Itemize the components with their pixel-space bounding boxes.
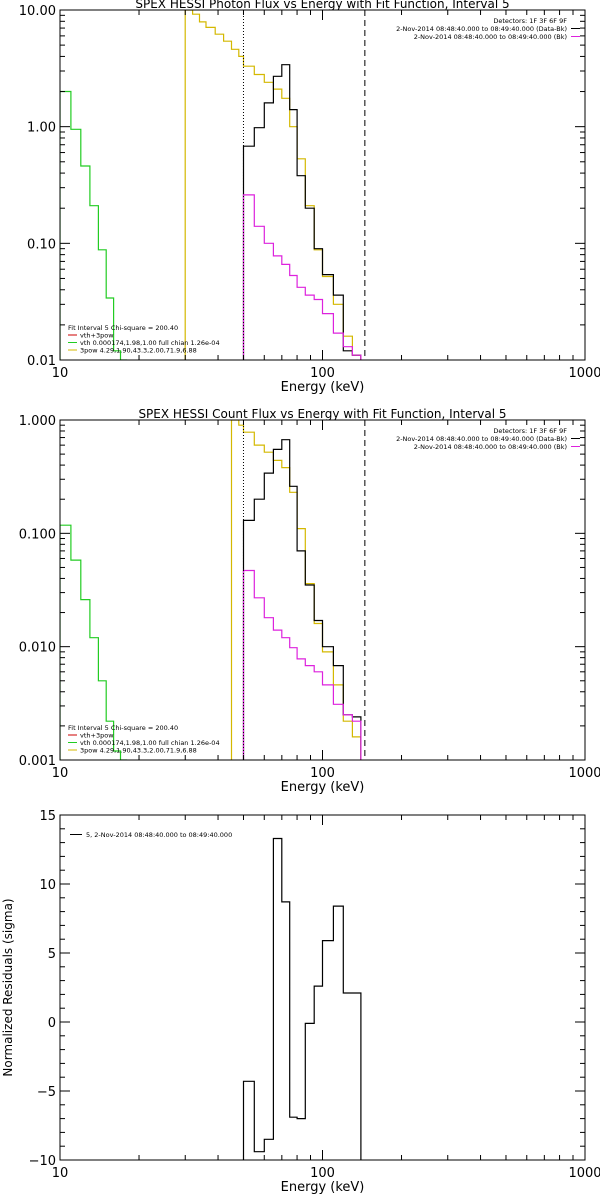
series-5-2-nov-2014-08-48-40-000-to-08-49-40-000 [242,837,362,1160]
x-tick-label: 1000 [568,766,600,781]
residuals-panel: 10 100 1000 −10 −5 0 5 10 15 Energy (keV) Normaliz… [1,809,600,1195]
legend-top-right-text: Detectors: 1F 3F 6F 9F [493,427,567,435]
legend-top-left-text: 5, 2-Nov-2014 08:48:40.000 to 08:49:40.0… [86,831,232,839]
y-tick-label: 15 [39,809,56,824]
legend-bottom-left-text: vth+3pow [80,332,114,340]
legend-top-right-text: 2-Nov-2014 08:48:40.000 to 08:49:40.000 … [414,33,567,41]
plot-frame [59,814,586,1161]
y-tick-label: 0.10 [27,237,56,252]
y-tick-label: 0.010 [19,641,56,656]
x-axis-label: Energy (keV) [281,1180,365,1195]
series-3pow [184,10,362,360]
legend-bottom-left-text: vth+3pow [80,732,114,740]
series-bk [242,569,362,760]
y-tick-label: 5 [48,947,56,962]
y-tick-label: −10 [29,1154,56,1169]
plot-frame [59,419,586,761]
x-tick-label: 100 [310,766,335,781]
legend-top-right-text: Detectors: 1F 3F 6F 9F [493,17,567,25]
x-tick-label: 100 [310,1166,335,1181]
x-axis-label: Energy (keV) [281,780,365,795]
y-tick-label: 0.001 [19,754,56,769]
legend-top-right-text: 2-Nov-2014 08:48:40.000 to 08:49:40.000 … [414,443,567,451]
legend-bottom-left-text: 3pow 4.29,1.90,43.3,2.00,71.9,6.88 [80,347,197,355]
x-tick-label: 100 [310,366,335,381]
x-tick-label: 10 [52,366,69,381]
y-tick-label: 1.00 [27,121,56,136]
photon-flux-panel: SPEX HESSI Photon Flux vs Energy with Fi… [19,0,600,395]
legend-top-right-text: 2-Nov-2014 08:48:40.000 to 08:49:40.000 … [396,25,567,33]
y-tick-label: 0.01 [27,354,56,369]
y-tick-label: −5 [37,1085,56,1100]
series-vth [60,524,127,760]
count-flux-panel: SPEX HESSI Count Flux vs Energy with Fit… [19,407,600,795]
series-3pow [230,420,362,760]
y-tick-label: 10.00 [19,4,56,19]
y-tick-label: 0.100 [19,527,56,542]
y-tick-label: 1.000 [19,414,56,429]
y-tick-label: 0 [48,1016,56,1031]
x-tick-label: 10 [52,766,69,781]
series-data-bk [242,439,362,760]
y-axis-label: Normalized Residuals (sigma) [1,898,15,1076]
legend-bottom-left-text: Fit Interval 5 Chi-square = 200.40 [68,724,178,732]
chart-title: SPEX HESSI Count Flux vs Energy with Fit… [138,407,506,421]
series-vth [60,90,127,360]
legend-bottom-left-text: vth 0.000174,1.98,1.00 full chian 1.26e-… [80,739,220,747]
legend-bottom-left-text: vth 0.000174,1.98,1.00 full chian 1.26e-… [80,339,220,347]
x-tick-label: 10 [52,1166,69,1181]
x-axis-label: Energy (keV) [281,380,365,395]
series-data-bk [242,64,362,360]
legend-bottom-left-text: 3pow 4.29,1.90,43.3,2.00,71.9,6.88 [80,747,197,755]
legend-bottom-left-text: Fit Interval 5 Chi-square = 200.40 [68,324,178,332]
series-bk [242,194,362,360]
legend-top-right-text: 2-Nov-2014 08:48:40.000 to 08:49:40.000 … [396,435,567,443]
x-tick-label: 1000 [568,366,600,381]
x-tick-label: 1000 [568,1166,600,1181]
chart-title: SPEX HESSI Photon Flux vs Energy with Fi… [135,0,509,11]
y-tick-label: 10 [39,878,56,893]
